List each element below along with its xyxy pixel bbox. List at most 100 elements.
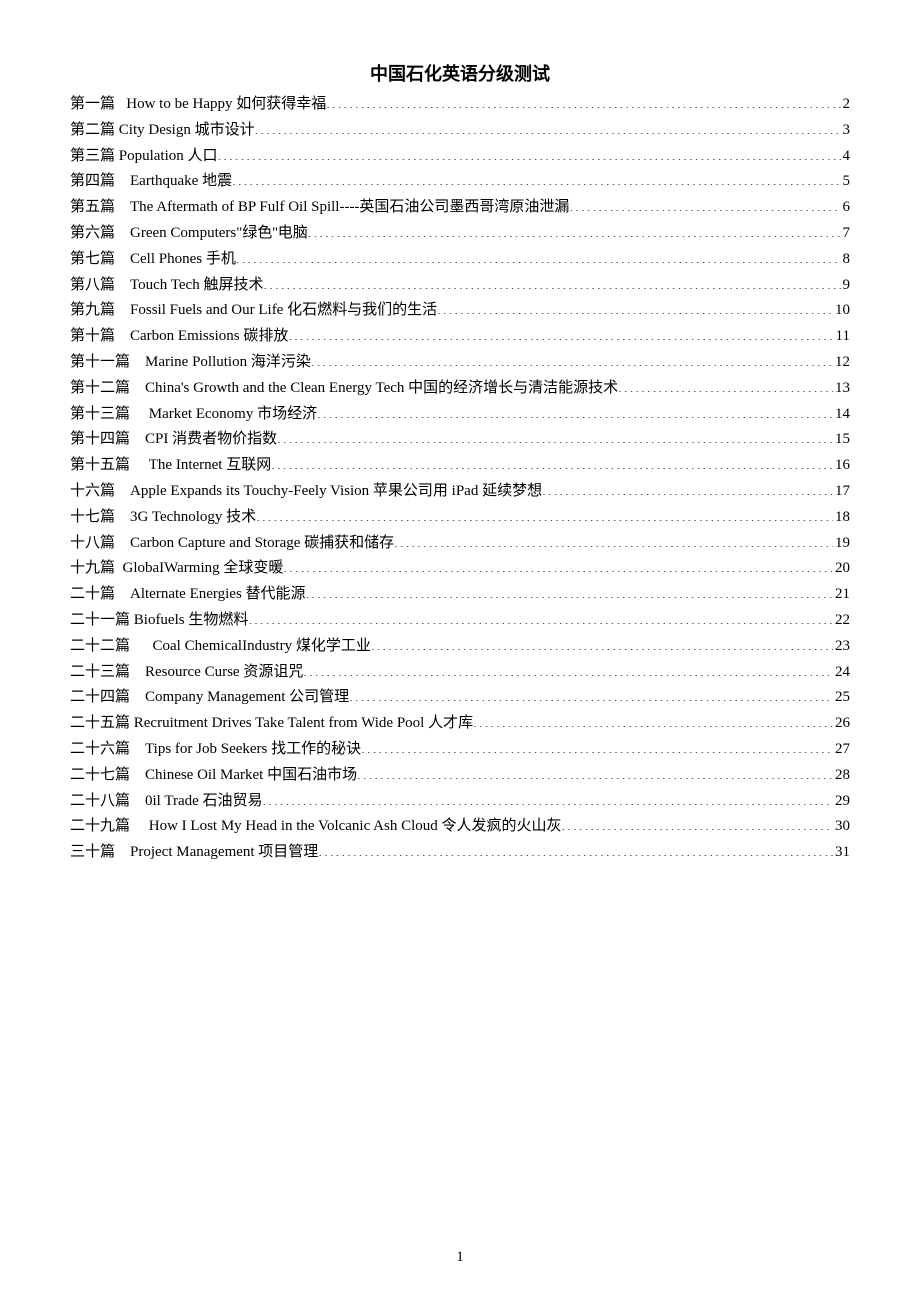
toc-prefix: 二十三篇	[70, 660, 145, 686]
toc-text: Tips for Job Seekers 找工作的秘诀	[145, 737, 361, 763]
toc-page-number: 29	[833, 789, 850, 815]
toc-leader-dots	[618, 377, 833, 392]
toc-prefix: 十六篇	[70, 479, 130, 505]
toc-text: Project Management 项目管理	[130, 840, 318, 866]
toc-text: The Internet 互联网	[149, 453, 271, 479]
toc-page-number: 28	[833, 763, 850, 789]
toc-prefix: 十七篇	[70, 505, 130, 531]
toc-row: 二十二篇 Coal ChemicalIndustry 煤化学工业23	[70, 634, 850, 660]
toc-leader-dots	[255, 119, 841, 134]
toc-text: CPI 消费者物价指数	[145, 427, 277, 453]
toc-prefix: 二十二篇	[70, 634, 153, 660]
toc-text: Touch Tech 触屏技术	[130, 273, 263, 299]
toc-prefix: 第十四篇	[70, 427, 145, 453]
toc-row: 第八篇 Touch Tech 触屏技术 9	[70, 273, 850, 299]
document-page: 中国石化英语分级测试 第一篇 How to be Happy 如何获得幸福 2第…	[0, 0, 920, 1302]
toc-page-number: 31	[833, 840, 850, 866]
toc-row: 二十五篇 Recruitment Drives Take Talent from…	[70, 711, 850, 737]
toc-row: 第一篇 How to be Happy 如何获得幸福 2	[70, 92, 850, 118]
toc-page-number: 6	[841, 195, 851, 221]
toc-text: Resource Curse 资源诅咒	[145, 660, 303, 686]
toc-text: GlobaIWarming 全球变暖	[123, 556, 284, 582]
toc-prefix: 二十八篇	[70, 789, 145, 815]
toc-row: 第十五篇 The Internet 互联网 16	[70, 453, 850, 479]
toc-row: 第五篇 The Aftermath of BP Fulf Oil Spill--…	[70, 195, 850, 221]
toc-text: City Design 城市设计	[119, 118, 255, 144]
toc-page-number: 5	[841, 169, 851, 195]
toc-prefix: 第三篇	[70, 144, 119, 170]
toc-leader-dots	[569, 196, 840, 211]
toc-text: Cell Phones 手机	[130, 247, 236, 273]
toc-page-number: 7	[841, 221, 851, 247]
toc-leader-dots	[542, 480, 833, 495]
toc-prefix: 第十篇	[70, 324, 130, 350]
toc-prefix: 第九篇	[70, 298, 130, 324]
toc-row: 第十一篇 Marine Pollution 海洋污染 12	[70, 350, 850, 376]
toc-prefix: 第七篇	[70, 247, 130, 273]
toc-text: Recruitment Drives Take Talent from Wide…	[134, 711, 473, 737]
toc-prefix: 二十六篇	[70, 737, 145, 763]
toc-page-number: 18	[833, 505, 850, 531]
toc-page-number: 20	[833, 556, 850, 582]
toc-text: Green Computers"绿色''电脑	[130, 221, 308, 247]
toc-row: 第十篇 Carbon Emissions 碳排放 11	[70, 324, 850, 350]
toc-page-number: 22	[833, 608, 850, 634]
toc-prefix: 第八篇	[70, 273, 130, 299]
toc-prefix: 第十五篇	[70, 453, 149, 479]
toc-text: China's Growth and the Clean Energy Tech…	[145, 376, 618, 402]
toc-leader-dots	[218, 145, 841, 160]
toc-row: 二十四篇 Company Management 公司管理 25	[70, 685, 850, 711]
toc-prefix: 第一篇	[70, 92, 126, 118]
toc-row: 二十三篇 Resource Curse 资源诅咒 24	[70, 660, 850, 686]
toc-leader-dots	[306, 583, 833, 598]
toc-page-number: 8	[841, 247, 851, 273]
toc-leader-dots	[326, 93, 840, 108]
toc-row: 二十七篇 Chinese Oil Market 中国石油市场 28	[70, 763, 850, 789]
toc-prefix: 三十篇	[70, 840, 130, 866]
toc-row: 三十篇 Project Management 项目管理 31	[70, 840, 850, 866]
toc-leader-dots	[303, 661, 833, 676]
toc-leader-dots	[361, 738, 833, 753]
toc-page-number: 4	[841, 144, 851, 170]
toc-prefix: 十八篇	[70, 531, 130, 557]
toc-text: Carbon Emissions 碳排放	[130, 324, 288, 350]
toc-row: 第十四篇 CPI 消费者物价指数 15	[70, 427, 850, 453]
toc-prefix: 第十三篇	[70, 402, 149, 428]
toc-leader-dots	[263, 790, 833, 805]
toc-leader-dots	[288, 325, 833, 340]
toc-page-number: 12	[833, 350, 850, 376]
toc-text: Market Economy 市场经济	[149, 402, 317, 428]
toc-row: 第三篇 Population 人口 4	[70, 144, 850, 170]
toc-leader-dots	[308, 222, 841, 237]
toc-page-number: 14	[833, 402, 850, 428]
toc-page-number: 9	[841, 273, 851, 299]
toc-prefix: 第十一篇	[70, 350, 145, 376]
toc-leader-dots	[311, 351, 833, 366]
toc-row: 二十六篇 Tips for Job Seekers 找工作的秘诀27	[70, 737, 850, 763]
toc-row: 二十一篇 Biofuels 生物燃料 22	[70, 608, 850, 634]
toc-leader-dots	[263, 274, 840, 289]
toc-prefix: 第五篇	[70, 195, 130, 221]
toc-row: 第四篇 Earthquake 地震 5	[70, 169, 850, 195]
toc-page-number: 16	[833, 453, 850, 479]
toc-text: 3G Technology 技术	[130, 505, 256, 531]
toc-text: Apple Expands its Touchy-Feely Vision 苹果…	[130, 479, 542, 505]
toc-text: Biofuels 生物燃料	[134, 608, 249, 634]
toc-prefix: 二十篇	[70, 582, 130, 608]
toc-prefix: 第六篇	[70, 221, 130, 247]
toc-leader-dots	[277, 428, 833, 443]
toc-page-number: 3	[841, 118, 851, 144]
toc-page-number: 11	[834, 324, 850, 350]
toc-leader-dots	[317, 403, 833, 418]
toc-page-number: 25	[833, 685, 850, 711]
toc-page-number: 24	[833, 660, 850, 686]
toc-page-number: 26	[833, 711, 850, 737]
toc-leader-dots	[349, 686, 833, 701]
toc-prefix: 第十二篇	[70, 376, 145, 402]
toc-row: 第十二篇 China's Growth and the Clean Energy…	[70, 376, 850, 402]
toc-leader-dots	[473, 712, 833, 727]
toc-prefix: 二十九篇	[70, 814, 149, 840]
toc-row: 十六篇 Apple Expands its Touchy-Feely Visio…	[70, 479, 850, 505]
toc-text: Coal ChemicalIndustry 煤化学工业	[153, 634, 371, 660]
table-of-contents: 第一篇 How to be Happy 如何获得幸福 2第二篇 City Des…	[70, 92, 850, 866]
